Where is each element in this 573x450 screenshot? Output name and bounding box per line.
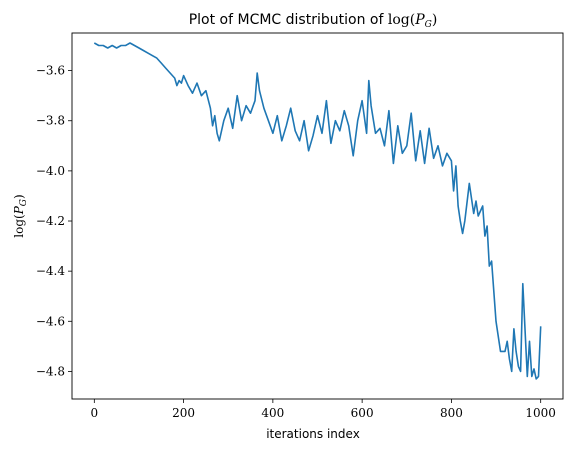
y-tick-label: −4.4: [36, 264, 66, 278]
chart-title: Plot of MCMC distribution of log(PG): [189, 12, 438, 30]
y-axis-label: log(PG): [12, 194, 29, 237]
y-tick-label: −3.6: [36, 64, 65, 78]
y-tick-label: −4.0: [36, 164, 65, 178]
y-tick-label: −3.8: [36, 114, 65, 128]
y-tick-label: −4.2: [36, 214, 65, 228]
x-tick-label: 0: [90, 406, 98, 420]
x-tick-label: 800: [440, 406, 463, 420]
series-layer: [93, 42, 542, 380]
x-tick-label: 1000: [525, 406, 556, 420]
x-tick-label: 600: [351, 406, 374, 420]
x-tick-label: 200: [172, 406, 195, 420]
series-line: [93, 42, 542, 380]
chart-title-math: log(PG): [388, 12, 437, 30]
plot-area: [71, 32, 564, 400]
y-tick-label: −4.6: [36, 314, 65, 328]
x-axis: 0 200 400 600 800 1000: [90, 399, 556, 420]
x-tick-label: 400: [261, 406, 284, 420]
chart-title-text: Plot of MCMC distribution of: [189, 12, 388, 28]
y-tick-label: −4.8: [36, 364, 65, 378]
y-axis: −3.6 −3.8 −4.0 −4.2 −4.4 −4.6 −4.8: [36, 64, 72, 378]
x-axis-label: iterations index: [266, 427, 360, 441]
